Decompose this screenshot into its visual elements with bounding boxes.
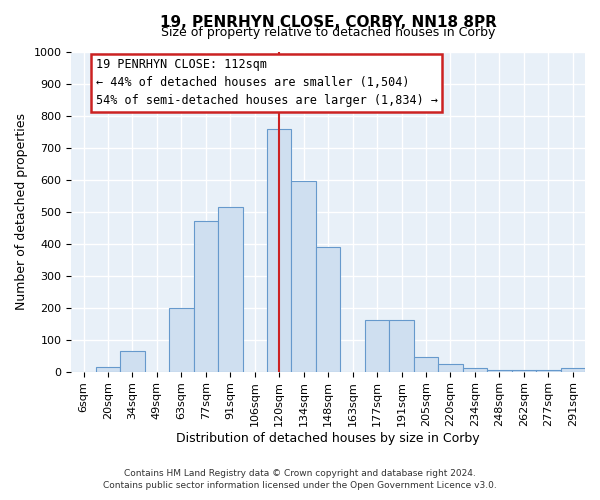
Text: Contains HM Land Registry data © Crown copyright and database right 2024.
Contai: Contains HM Land Registry data © Crown c… (103, 468, 497, 490)
Bar (463, 368, 487, 372)
Bar (487, 370, 512, 372)
Bar (536, 370, 560, 372)
Text: Size of property relative to detached houses in Corby: Size of property relative to detached ho… (161, 26, 496, 39)
Bar (218, 207, 242, 372)
Bar (389, 320, 414, 372)
Bar (292, 182, 316, 372)
Bar (194, 222, 218, 372)
X-axis label: Distribution of detached houses by size in Corby: Distribution of detached houses by size … (176, 432, 480, 445)
Bar (438, 364, 463, 372)
Bar (365, 320, 389, 372)
Y-axis label: Number of detached properties: Number of detached properties (15, 114, 28, 310)
Bar (316, 247, 340, 372)
Bar (96, 367, 120, 372)
Bar (414, 357, 438, 372)
Bar (169, 308, 194, 372)
Text: 19 PENRHYN CLOSE: 112sqm
← 44% of detached houses are smaller (1,504)
54% of sem: 19 PENRHYN CLOSE: 112sqm ← 44% of detach… (96, 58, 438, 108)
Bar (560, 368, 585, 372)
Bar (512, 370, 536, 372)
Bar (120, 351, 145, 372)
Bar (267, 128, 292, 372)
Title: 19, PENRHYN CLOSE, CORBY, NN18 8PR: 19, PENRHYN CLOSE, CORBY, NN18 8PR (160, 15, 497, 30)
